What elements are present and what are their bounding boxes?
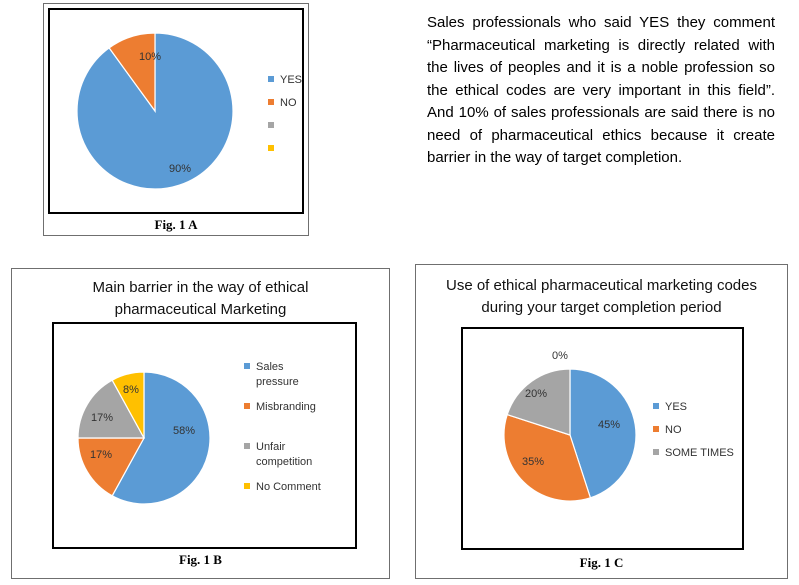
legend-swatch [653, 449, 659, 455]
data-label: 10% [139, 51, 161, 63]
legend-swatch [268, 76, 274, 82]
legend-label: NO [665, 424, 682, 436]
chart-1a-frame: 90% 10% YES NO [48, 8, 304, 214]
pie-slice-unfair-competition [77, 379, 146, 439]
data-label: 17% [91, 412, 113, 424]
data-label: 8% [123, 384, 139, 396]
legend-swatch [244, 363, 250, 369]
chart-title: Main barrier in the way of ethical pharm… [92, 279, 309, 318]
legend-swatch [653, 403, 659, 409]
pie-slice-no [503, 413, 592, 502]
data-label: 90% [169, 163, 191, 175]
pie-chart-1b: 58% 17% 17% 8% Sales pressure Misbranding Unfai… [77, 361, 321, 505]
pie-chart-1a: 90% 10% YES NO [76, 32, 302, 190]
chart-1c-frame: 45% 35% 20% 0% YES NO SOME TIMES [461, 327, 744, 550]
pie-chart-1c: 45% 35% 20% 0% YES NO SOME TIMES [503, 350, 734, 502]
pie-slice-sales-pressure [111, 371, 211, 505]
pie-slice-yes [569, 368, 637, 499]
figure-1a: 90% 10% YES NO Fig. 1 A [43, 3, 309, 236]
data-label: 35% [522, 456, 544, 468]
legend-swatch [653, 426, 659, 432]
chart-title: Use of ethical pharmaceutical marketing … [446, 277, 757, 316]
data-label: 58% [173, 425, 195, 437]
pie-slice-misbranding [77, 437, 146, 497]
legend-label: pressure [256, 376, 299, 388]
legend-label: No Comment [256, 481, 321, 493]
figure-1b: Main barrier in the way of ethical pharm… [11, 268, 390, 579]
pie-slice-some-times [506, 368, 571, 436]
legend-swatch [244, 403, 250, 409]
legend-label: NO [280, 97, 297, 109]
data-label: 45% [598, 419, 620, 431]
pie-slice-no-comment [111, 371, 145, 439]
legend-label: Sales [256, 361, 284, 373]
figure-caption: Fig. 1 A [154, 217, 198, 232]
data-label: 20% [525, 388, 547, 400]
pie-slice-no [108, 32, 156, 113]
legend-label: competition [256, 456, 312, 468]
description-paragraph: Sales professionals who said YES they co… [427, 14, 775, 166]
figure-caption: Fig. 1 B [179, 552, 222, 567]
data-label: 17% [90, 449, 112, 461]
chart-1b-frame: 58% 17% 17% 8% Sales pressure Misbranding Unfai… [52, 322, 357, 549]
figure-caption: Fig. 1 C [579, 555, 624, 570]
legend-swatch [244, 483, 250, 489]
legend-label: YES [280, 74, 302, 86]
legend-swatch [268, 122, 274, 128]
data-label: 0% [552, 350, 568, 362]
legend-label: YES [665, 401, 687, 413]
legend-label: SOME TIMES [665, 447, 734, 459]
figure-1c: Use of ethical pharmaceutical marketing … [415, 264, 788, 579]
legend-label: Unfair [256, 441, 286, 453]
legend-swatch [268, 145, 274, 151]
legend-swatch [244, 443, 250, 449]
legend-label: Misbranding [256, 401, 316, 413]
legend-swatch [268, 99, 274, 105]
